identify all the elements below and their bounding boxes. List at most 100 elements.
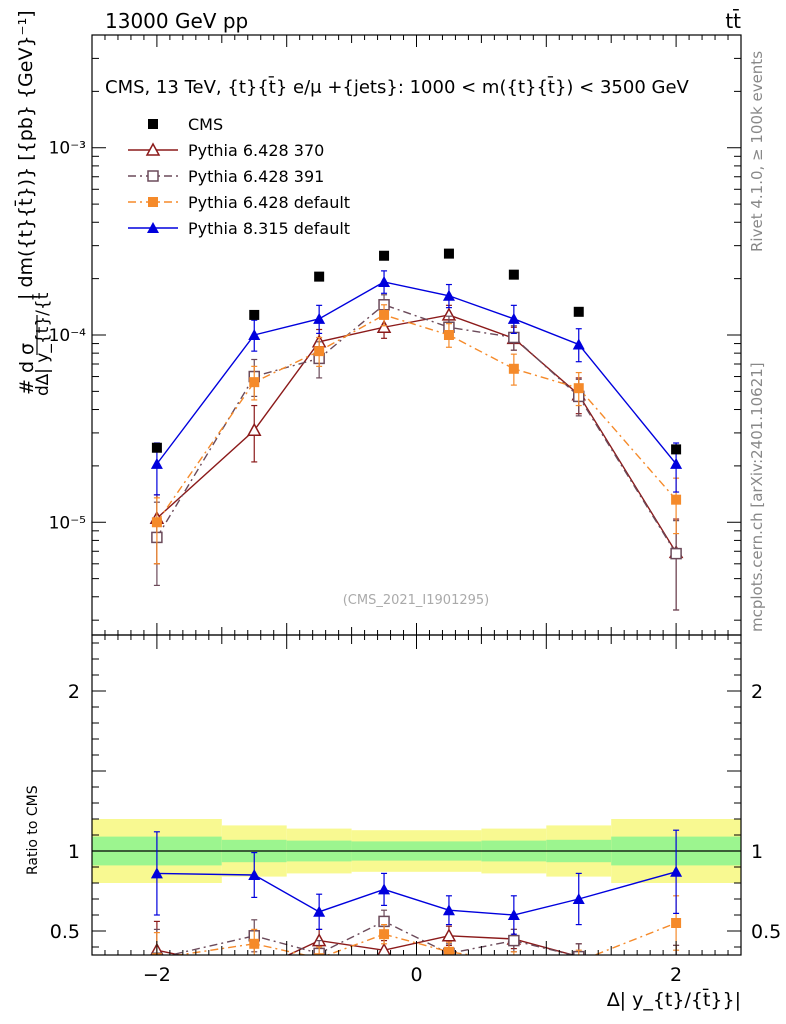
ratio-point-pythia-8-315-default — [507, 909, 520, 920]
ratio-point-pythia-6-428-370 — [377, 942, 391, 955]
main-point-pythia-6-428-default — [314, 346, 325, 357]
legend-marker — [147, 222, 159, 233]
main-series-pythia-6-428-391 — [151, 294, 682, 611]
ylabel-tail: | dm({t}{t̄})} [{pb} {GeV}⁻¹] — [13, 10, 37, 300]
ratio-y-tick-label-right: 0.5 — [751, 921, 781, 943]
main-title: CMS, 13 TeV, {t}{t̄} e/μ +{jets}: 1000 <… — [105, 76, 690, 98]
ratio-y-tick-label-left: 1 — [68, 841, 80, 863]
ratio-point-pythia-6-428-default — [443, 946, 454, 955]
main-line-pythia-8-315-default — [156, 281, 677, 465]
x-axis-label: ∆| y_{t}/{t̄}}| — [606, 987, 741, 1011]
main-point-pythia-8-315-default — [670, 457, 683, 469]
ratio-point-pythia-8-315-default — [378, 883, 391, 895]
ratio-y-tick-label-right: 1 — [751, 841, 763, 863]
main-point-pythia-6-428-370 — [246, 422, 262, 436]
ratio-point-pythia-8-315-default — [572, 893, 585, 904]
ratio-ticks: 0.5 0.5 1 1 2 2 −2 0 2 — [50, 635, 781, 986]
ratio-point-pythia-6-428-default — [249, 938, 260, 949]
ratio-point-pythia-8-315-default — [313, 905, 326, 917]
ratio-point-pythia-8-315-default — [442, 904, 455, 916]
x-tick-label: 0 — [410, 964, 422, 986]
main-point-pythia-8-315-default — [442, 289, 455, 301]
main-point-pythia-6-428-default — [508, 363, 519, 374]
main-y-tick-label: 10⁻³ — [49, 139, 86, 159]
main-point-pythia-8-315-default — [378, 275, 391, 287]
ratio-line-pythia-6-428-391 — [167, 920, 576, 955]
main-point-pythia-6-428-default — [671, 494, 682, 505]
ratio-point-pythia-6-428-391 — [508, 934, 520, 947]
main-series-pythia-6-428-default — [151, 304, 682, 565]
main-point-cms — [508, 269, 519, 280]
main-point-pythia-6-428-default — [443, 330, 454, 340]
main-series-pythia-6-428-370 — [149, 304, 684, 611]
ratio-point-pythia-6-428-370 — [441, 928, 457, 942]
main-point-cms — [249, 309, 260, 320]
ratio-point-pythia-6-428-default — [314, 953, 325, 955]
mcplots-label: mcplots.cern.ch [arXiv:2401.10621] — [748, 362, 766, 632]
legend-item-pythia-6-428-default: Pythia 6.428 default — [128, 193, 350, 212]
legend-marker — [145, 142, 161, 156]
ratio-point-pythia-6-428-default — [574, 956, 584, 966]
legend-item-pythia-6-428-370: Pythia 6.428 370 — [128, 141, 324, 160]
legend-label: Pythia 8.315 default — [188, 219, 350, 238]
main-y-tick-label: 10⁻⁴ — [49, 326, 87, 346]
ratio-point-pythia-6-428-default — [671, 918, 682, 928]
ratio-panel: 0.5 0.5 1 1 2 2 −2 0 2 Ratio to CMS ∆| y_{t}/{t̄… — [25, 634, 781, 1011]
ratio-y-tick-label-right: 2 — [751, 681, 763, 703]
main-point-cms — [379, 250, 390, 261]
ratio-point-pythia-8-315-default — [150, 867, 163, 879]
main-series-pythia-8-315-default — [150, 270, 683, 496]
main-point-pythia-8-315-default — [572, 338, 585, 350]
main-point-pythia-8-315-default — [507, 312, 520, 324]
rivet-version-label: Rivet 4.1.0, ≥ 100k events — [748, 51, 766, 252]
main-point-cms — [671, 444, 682, 455]
main-series-layer — [149, 248, 684, 611]
main-point-pythia-6-428-default — [249, 377, 260, 388]
main-point-pythia-6-428-default — [151, 517, 162, 528]
legend-marker — [148, 119, 158, 129]
main-point-pythia-6-428-default — [573, 383, 584, 394]
ylabel-fraction: d∆| y_{t}/{t̄ — [31, 292, 53, 396]
ratio-point-pythia-8-315-default — [670, 865, 683, 877]
main-point-pythia-6-428-370 — [376, 319, 392, 333]
legend-label: CMS — [188, 115, 223, 134]
ratio-line-pythia-6-428-default — [173, 922, 677, 955]
ratio-point-pythia-8-315-default — [248, 869, 261, 880]
ratio-series-pythia-8-315-default — [150, 829, 683, 935]
x-tick-label: −2 — [143, 964, 171, 986]
ylabel-numerator: # d σ — [16, 343, 38, 395]
main-line-pythia-6-428-default — [156, 314, 677, 523]
legend-item-pythia-8-315-default: Pythia 8.315 default — [128, 219, 350, 238]
legend-label: Pythia 6.428 370 — [188, 141, 324, 160]
ratio-frame — [91, 634, 742, 956]
main-line-pythia-6-428-370 — [156, 314, 677, 553]
legend-item-cms: CMS — [148, 115, 223, 134]
legend-item-pythia-6-428-391: Pythia 6.428 391 — [128, 167, 324, 186]
main-point-cms — [151, 442, 162, 453]
ratio-point-pythia-6-428-default — [509, 956, 519, 966]
main-point-pythia-8-315-default — [313, 312, 326, 324]
main-point-pythia-8-315-default — [150, 457, 163, 469]
main-watermark: (CMS_2021_I1901295) — [343, 593, 490, 608]
header-process-label: tt̄ — [725, 8, 741, 33]
main-point-cms — [573, 306, 584, 317]
main-panel: 10⁻⁵ 10⁻⁴ 10⁻³ CMS, 13 TeV, {t}{t̄} e/μ +{… — [13, 10, 742, 636]
ratio-y-tick-label-left: 2 — [68, 681, 80, 703]
main-point-pythia-8-315-default — [248, 329, 261, 340]
main-line-pythia-6-428-391 — [156, 303, 677, 554]
ratio-ylabel: Ratio to CMS — [25, 785, 41, 875]
ratio-y-tick-label-left: 0.5 — [50, 921, 80, 943]
main-point-cms — [443, 248, 454, 259]
header-energy-label: 13000 GeV pp — [105, 9, 248, 33]
legend: CMS Pythia 6.428 370 Pythia 6.428 391 Pythi… — [128, 115, 350, 238]
main-ticks: 10⁻⁵ 10⁻⁴ 10⁻³ — [49, 34, 742, 635]
legend-label: Pythia 6.428 default — [188, 193, 350, 212]
ratio-point-pythia-6-428-370 — [248, 965, 260, 976]
legend-marker — [148, 197, 158, 207]
ratio-line-pythia-8-315-default — [156, 871, 677, 916]
main-y-tick-label: 10⁻⁵ — [49, 513, 86, 533]
ratio-point-pythia-6-428-default — [379, 929, 390, 940]
main-point-cms — [314, 271, 325, 282]
main-series-cms — [151, 248, 682, 455]
